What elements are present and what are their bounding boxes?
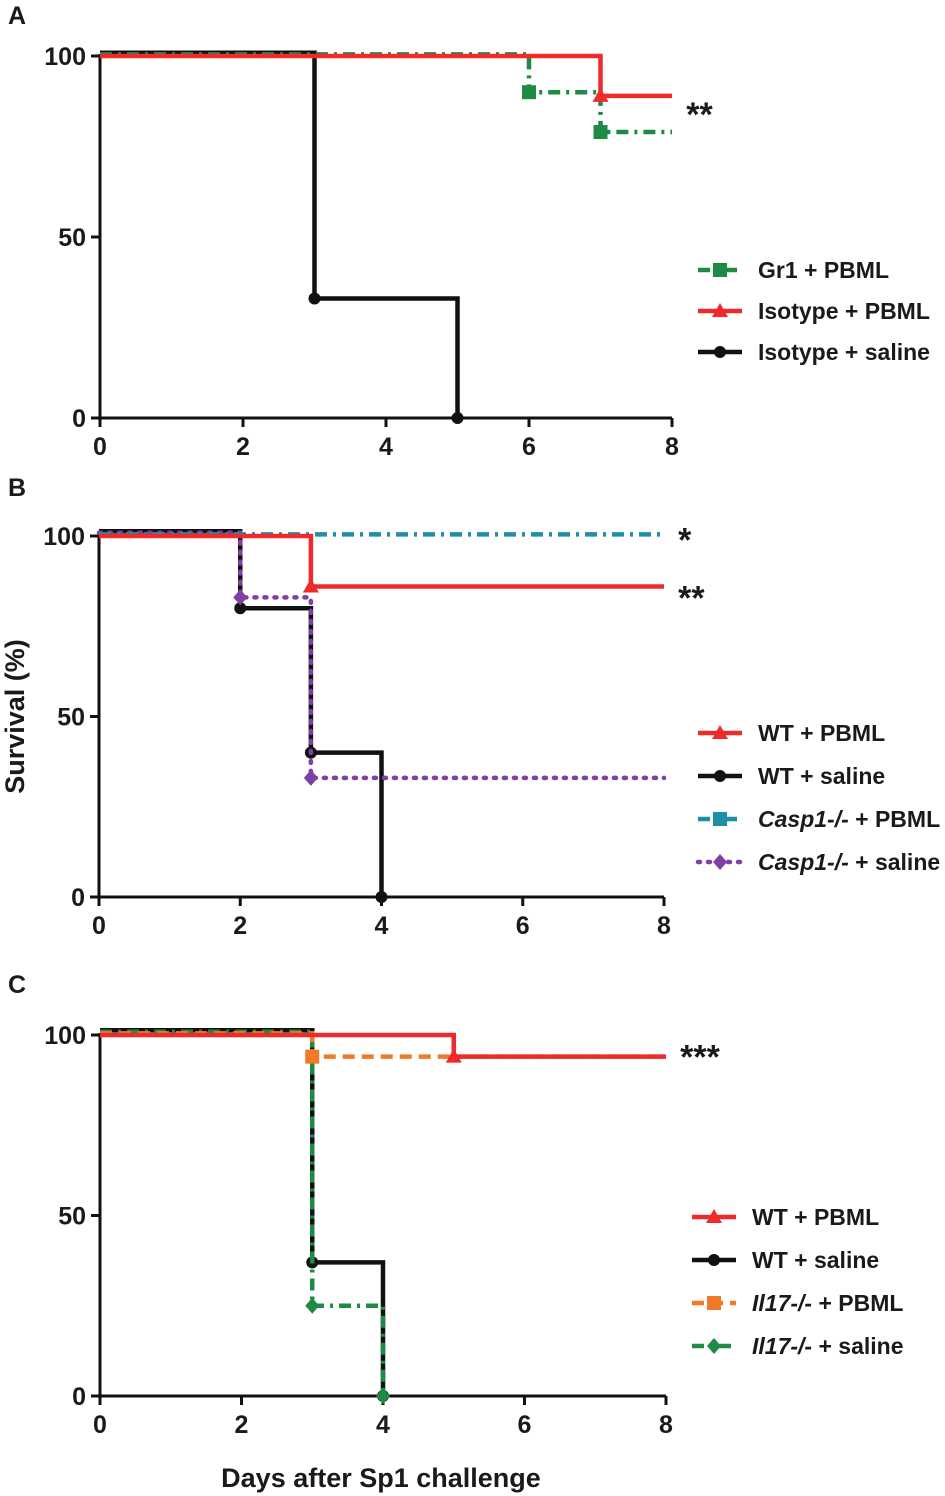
x-tick-label: 8 [659,1411,673,1439]
legend-item: Il17-/- + PBML [692,1290,903,1316]
data-point [303,769,318,786]
x-tick-label: 6 [522,433,536,461]
series-line [100,1029,386,1396]
data-point [376,1388,390,1404]
y-axis-title: Survival (%) [0,639,30,794]
legend-item: WT + saline [698,763,885,789]
y-tick-label: 50 [57,704,85,732]
panel-label: B [8,474,26,502]
data-point [305,1049,320,1064]
data-point [593,125,608,140]
x-tick-label: 0 [93,433,107,461]
legend-swatch-marker [707,1338,721,1354]
data-point [308,292,321,305]
significance-label: ** [686,96,713,134]
x-tick-label: 2 [235,1411,249,1439]
y-tick-label: 0 [72,1383,86,1411]
data-point [233,589,248,606]
panel-a: A 0 2 4 6 8 0 50 100 ** Gr1 + PBML Isotype + PBML Is… [8,2,930,461]
y-tick-label: 50 [58,224,86,252]
data-point [375,891,388,903]
x-tick-label: 4 [379,433,393,461]
legend-swatch-marker [706,1209,722,1223]
x-tick-label: 8 [657,912,671,940]
x-tick-label: 0 [93,1411,107,1439]
legend-swatch-marker [712,303,728,317]
legend-label: WT + PBML [758,720,885,746]
legend-item: Il17-/- + saline [692,1333,904,1359]
x-tick-label: 8 [665,433,679,461]
legend-item: Isotype + PBML [698,298,930,324]
legend-label: WT + saline [752,1247,879,1273]
legend-swatch-marker [707,1296,721,1310]
legend-item: WT + PBML [698,720,885,746]
x-tick-label: 6 [518,1411,532,1439]
panel-label: C [8,971,26,999]
y-tick-label: 100 [44,1022,86,1050]
series-line [100,1027,386,1396]
significance-label: ** [678,579,705,617]
legend-item: Gr1 + PBML [698,257,889,283]
series-line [99,533,664,589]
significance-label: *** [680,1039,720,1077]
data-point [302,578,319,593]
y-tick-label: 0 [72,405,86,433]
legend-swatch-marker [714,346,726,358]
series-line [100,53,672,99]
legend-item: WT + PBML [692,1204,879,1230]
legend-swatch-marker [714,770,726,782]
legend-label: WT + saline [758,763,885,789]
legend-label: Isotype + saline [758,339,930,365]
y-tick-label: 50 [58,1203,86,1231]
data-point [592,87,609,102]
y-tick-label: 100 [43,523,85,551]
x-tick-label: 6 [516,912,530,940]
x-tick-label: 4 [376,1411,390,1439]
data-point [451,412,464,424]
data-point [234,602,247,615]
legend-label: Il17-/- + saline [752,1333,904,1359]
x-axis-title: Days after Sp1 challenge [221,1463,541,1493]
series-line [100,50,460,418]
legend-swatch-marker [713,854,727,870]
legend-swatch-marker [713,263,727,277]
series-line [100,1032,666,1059]
legend-item: Casp1-/- + saline [695,849,940,875]
series-line [96,530,667,781]
y-tick-label: 100 [44,43,86,71]
legend-item: WT + saline [692,1247,879,1273]
legend-item: Isotype + saline [698,339,930,365]
legend-label: Casp1-/- + PBML [758,806,940,832]
legend-swatch-marker [712,725,728,739]
data-point [522,85,536,100]
legend-label: Isotype + PBML [758,298,930,324]
panel-c: C 0 2 4 6 8 0 50 100 *** Days after Sp1 challenge W… [8,971,904,1493]
legend-swatch-marker [708,1254,720,1266]
data-point [305,1297,320,1314]
y-tick-label: 0 [71,884,85,912]
legend-label: Gr1 + PBML [758,257,889,283]
x-tick-label: 0 [92,912,106,940]
data-point [445,1048,462,1063]
x-tick-label: 4 [375,912,389,940]
x-tick-label: 2 [236,433,250,461]
legend-item: Casp1-/- + PBML [698,806,940,832]
legend-swatch-marker [713,812,727,826]
significance-label: * [678,522,692,560]
x-tick-label: 2 [233,912,247,940]
series-line [100,52,672,135]
legend-label: Casp1-/- + saline [758,849,940,875]
legend-label: WT + PBML [752,1204,879,1230]
panel-label: A [8,2,26,30]
legend-label: Il17-/- + PBML [752,1290,903,1316]
